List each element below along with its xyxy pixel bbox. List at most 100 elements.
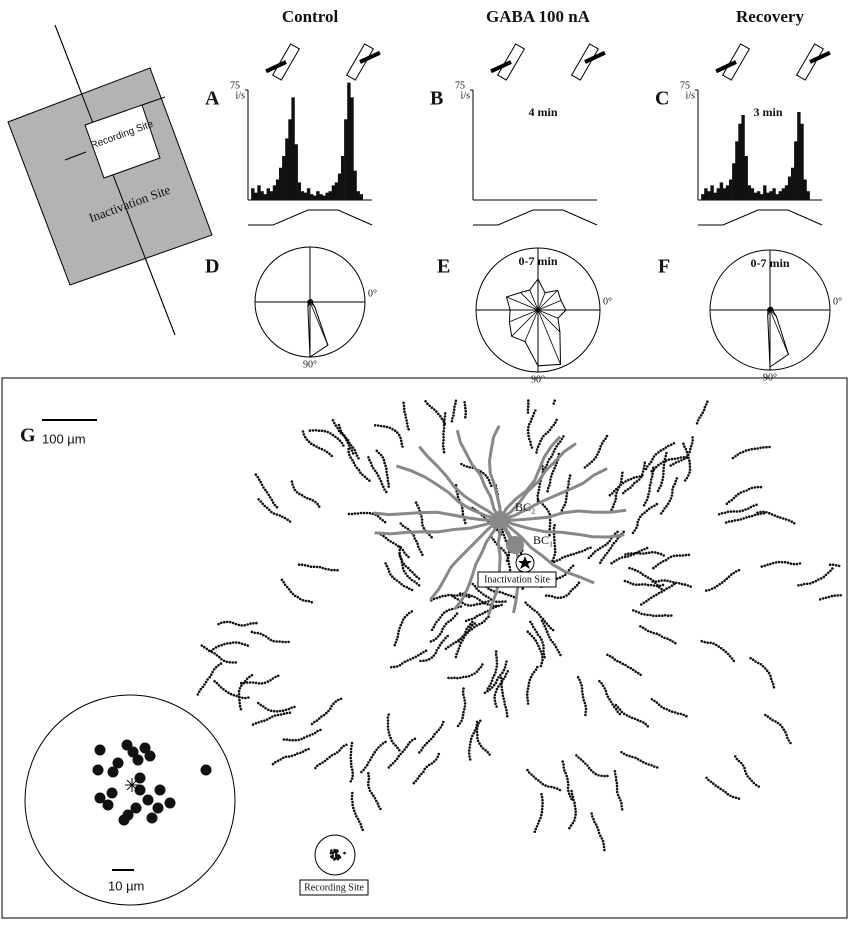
bouton	[403, 585, 406, 588]
bouton	[546, 464, 549, 467]
bouton	[462, 711, 465, 714]
bouton	[640, 476, 643, 479]
bouton	[491, 679, 494, 682]
bouton	[261, 682, 264, 685]
bouton	[340, 698, 343, 701]
bouton	[453, 405, 456, 408]
bouton	[272, 763, 275, 766]
bouton	[559, 654, 562, 657]
bouton	[735, 495, 738, 498]
bouton	[781, 561, 784, 564]
bouton	[770, 677, 773, 680]
bouton	[727, 653, 730, 656]
bouton	[439, 726, 442, 729]
time-note: 3 min	[753, 105, 782, 119]
column-title: Recovery	[736, 7, 804, 26]
bouton	[660, 462, 663, 465]
bouton	[611, 492, 614, 495]
bouton	[312, 429, 315, 432]
bouton	[687, 584, 690, 587]
bouton	[212, 648, 215, 651]
bouton	[240, 684, 243, 687]
bouton	[406, 659, 409, 662]
bouton	[542, 622, 545, 625]
bouton	[655, 453, 658, 456]
bouton	[407, 567, 410, 570]
bouton	[605, 693, 608, 696]
bouton	[597, 829, 600, 832]
bouton	[619, 483, 622, 486]
bouton	[464, 410, 467, 413]
bouton	[380, 425, 383, 428]
bouton	[285, 756, 288, 759]
bouton	[539, 636, 542, 639]
bouton	[553, 467, 556, 470]
bouton	[619, 713, 622, 716]
bouton	[464, 702, 467, 705]
bouton	[643, 504, 646, 507]
bouton	[647, 630, 650, 633]
bouton	[434, 652, 437, 655]
bouton	[644, 723, 647, 726]
bouton	[661, 479, 664, 482]
bouton	[478, 668, 481, 671]
bouton	[580, 684, 583, 687]
bouton	[350, 766, 353, 769]
bouton	[378, 452, 381, 455]
bouton	[503, 534, 506, 537]
bouton	[220, 686, 223, 689]
bouton	[376, 472, 379, 475]
bouton	[457, 650, 460, 653]
bouton	[676, 477, 679, 480]
bouton	[592, 771, 595, 774]
bouton	[406, 575, 409, 578]
bouton	[648, 551, 651, 554]
bouton	[451, 417, 454, 420]
bouton	[571, 588, 574, 591]
bouton	[385, 471, 388, 474]
bouton	[536, 611, 539, 614]
bouton	[501, 671, 504, 674]
bouton	[657, 464, 660, 467]
bouton	[651, 698, 654, 701]
bouton	[437, 647, 440, 650]
bouton	[554, 551, 557, 554]
bouton	[235, 695, 238, 698]
bouton	[633, 529, 636, 532]
bouton	[526, 630, 529, 633]
bouton	[452, 642, 455, 645]
bouton	[433, 733, 436, 736]
bouton	[745, 489, 748, 492]
bouton	[544, 784, 547, 787]
bouton	[629, 582, 632, 585]
bouton	[660, 588, 663, 591]
bouton	[757, 513, 760, 516]
bouton	[338, 749, 341, 752]
bouton	[403, 408, 406, 411]
bouton	[442, 439, 445, 442]
bouton	[557, 597, 560, 600]
bouton	[825, 596, 828, 599]
bouton	[421, 553, 424, 556]
bouton	[399, 522, 402, 525]
bouton	[639, 625, 642, 628]
bouton	[297, 596, 300, 599]
bouton	[443, 418, 446, 421]
bouton	[731, 657, 734, 660]
bouton	[240, 624, 243, 627]
bouton	[396, 638, 399, 641]
bouton	[476, 734, 479, 737]
bouton	[320, 715, 323, 718]
bouton	[372, 467, 375, 470]
bouton	[790, 562, 793, 565]
bouton	[350, 760, 353, 763]
bouton	[620, 805, 623, 808]
bouton	[547, 431, 550, 434]
bouton	[615, 708, 618, 711]
time-note: 0-7 min	[751, 256, 790, 270]
bouton	[441, 614, 444, 617]
histogram-bar	[329, 191, 332, 200]
bouton	[733, 510, 736, 513]
bouton	[624, 553, 627, 556]
bouton	[473, 626, 476, 629]
